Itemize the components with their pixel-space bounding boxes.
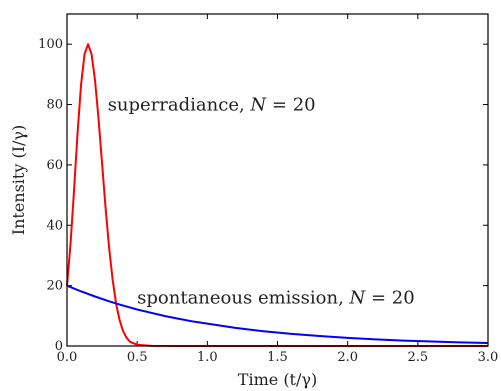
x-tick-label: 1.0 xyxy=(197,350,218,365)
x-axis-label: Time (t/γ) xyxy=(238,370,317,389)
x-tick-label: 0.5 xyxy=(127,350,148,365)
x-tick-labels: 0.0 0.5 1.0 1.5 2.0 2.5 3.0 xyxy=(57,350,499,365)
y-tick-label: 40 xyxy=(46,218,63,233)
x-tick-label: 1.5 xyxy=(267,350,288,365)
x-tick-label: 2.0 xyxy=(337,350,358,365)
y-tick-label: 100 xyxy=(38,37,63,52)
y-tick-label: 0 xyxy=(55,339,63,354)
annotation-prefix: spontaneous emission, xyxy=(137,288,349,309)
y-tick-label: 80 xyxy=(46,98,63,113)
x-tick-label: 3.0 xyxy=(478,350,499,365)
series-line-1 xyxy=(66,284,489,344)
annotation-suffix: = 20 xyxy=(365,288,414,309)
x-tick-label: 2.5 xyxy=(407,350,428,365)
y-tick-labels: 0 20 40 60 80 100 xyxy=(38,37,63,354)
y-tick-label: 60 xyxy=(46,158,63,173)
superradiance-annotation: superradiance, N = 20 xyxy=(108,95,316,116)
annotation-suffix: = 20 xyxy=(266,95,315,116)
x-tick-label: 0.0 xyxy=(57,350,78,365)
annotation-prefix: superradiance, xyxy=(108,95,251,116)
annotation-symbol: N xyxy=(349,288,367,309)
spontaneous-emission-annotation: spontaneous emission, N = 20 xyxy=(137,288,415,309)
y-axis-label: Intensity (I/γ) xyxy=(9,125,28,235)
y-tick-label: 20 xyxy=(46,279,63,294)
plot-frame xyxy=(66,13,489,347)
annotation-symbol: N xyxy=(249,95,267,116)
